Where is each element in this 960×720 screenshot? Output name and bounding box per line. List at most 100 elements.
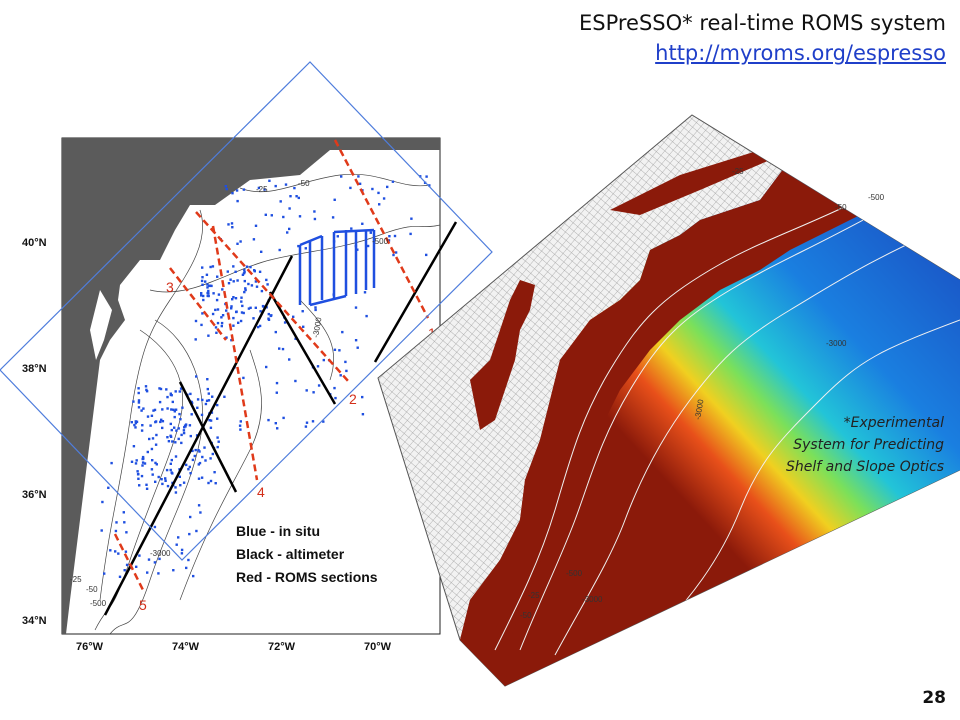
in-situ-point xyxy=(217,440,220,443)
in-situ-point xyxy=(225,336,228,339)
in-situ-point xyxy=(211,395,214,398)
in-situ-point xyxy=(190,413,193,416)
in-situ-point xyxy=(231,298,234,301)
in-situ-point xyxy=(230,222,234,225)
in-situ-point xyxy=(206,294,209,298)
in-situ-point xyxy=(349,186,352,190)
in-situ-point xyxy=(165,388,168,391)
in-situ-point xyxy=(232,265,235,268)
model-domain-frame xyxy=(0,61,493,561)
contour-label: -50 xyxy=(86,585,98,594)
in-situ-point xyxy=(265,365,268,369)
in-situ-point xyxy=(354,306,358,309)
in-situ-point xyxy=(215,298,219,302)
in-situ-point xyxy=(205,273,209,276)
long-island xyxy=(610,150,770,215)
in-situ-point xyxy=(158,387,161,390)
in-situ-point xyxy=(223,395,226,398)
in-situ-point xyxy=(312,391,315,394)
in-situ-point xyxy=(224,185,227,188)
in-situ-point xyxy=(207,399,211,402)
in-situ-point xyxy=(209,265,212,269)
in-situ-point xyxy=(378,203,381,206)
in-situ-point xyxy=(284,183,288,186)
in-situ-point xyxy=(254,280,258,283)
in-situ-point xyxy=(292,315,295,318)
in-situ-point xyxy=(288,358,291,361)
in-situ-point xyxy=(204,402,208,406)
in-situ-point xyxy=(206,286,209,289)
in-situ-point xyxy=(371,187,374,191)
in-situ-point xyxy=(235,189,239,192)
in-situ-point xyxy=(195,434,199,437)
in-situ-point xyxy=(339,374,342,377)
in-situ-point xyxy=(201,398,204,402)
in-situ-point xyxy=(124,550,128,553)
in-situ-point xyxy=(147,558,151,561)
coast-contour-inner xyxy=(99,209,204,601)
in-situ-point xyxy=(428,184,431,187)
in-situ-point xyxy=(141,461,145,464)
in-situ-point xyxy=(242,188,246,191)
in-situ-point xyxy=(236,279,239,282)
in-situ-point xyxy=(207,481,210,485)
in-situ-point xyxy=(155,463,158,466)
in-situ-point xyxy=(170,428,173,432)
in-situ-point xyxy=(189,392,192,396)
in-situ-point xyxy=(288,207,291,210)
in-situ-point xyxy=(183,426,186,429)
in-situ-point xyxy=(115,521,118,524)
in-situ-point xyxy=(216,436,219,439)
in-situ-point xyxy=(189,434,192,438)
in-situ-point xyxy=(144,385,148,388)
in-situ-point xyxy=(270,214,273,217)
in-situ-point xyxy=(188,424,192,427)
in-situ-point xyxy=(169,462,172,465)
in-situ-point xyxy=(118,575,122,578)
in-situ-point xyxy=(174,491,178,494)
in-situ-point xyxy=(333,386,336,390)
contour-lines-right xyxy=(494,189,960,656)
in-situ-point xyxy=(107,486,110,489)
in-situ-point xyxy=(243,279,246,283)
in-situ-point xyxy=(221,314,225,317)
in-situ-point xyxy=(257,186,261,190)
in-situ-point xyxy=(216,403,219,407)
in-situ-point xyxy=(213,471,216,474)
in-situ-point xyxy=(267,318,271,321)
in-situ-point xyxy=(281,347,285,351)
in-situ-point xyxy=(167,440,171,443)
in-situ-point xyxy=(241,304,244,308)
in-situ-point xyxy=(140,474,144,478)
in-situ-point xyxy=(171,440,174,443)
in-situ-point xyxy=(135,459,138,462)
in-situ-point xyxy=(249,306,252,309)
in-situ-point xyxy=(180,441,183,445)
in-situ-point xyxy=(206,291,209,295)
in-situ-point xyxy=(151,459,154,462)
in-situ-point xyxy=(226,270,229,273)
in-situ-point xyxy=(148,437,151,441)
in-situ-point xyxy=(239,240,242,243)
in-situ-point xyxy=(425,175,428,178)
in-situ-point xyxy=(340,175,343,178)
in-situ-point xyxy=(178,412,181,416)
in-situ-point xyxy=(153,408,157,412)
in-situ-point xyxy=(161,482,164,486)
in-situ-point xyxy=(204,459,207,462)
in-situ-point xyxy=(145,388,148,392)
in-situ-point xyxy=(274,330,277,334)
contour-label: -50 xyxy=(835,203,847,212)
in-situ-point xyxy=(211,452,214,456)
in-situ-point xyxy=(268,179,271,182)
in-situ-point xyxy=(125,531,128,534)
in-situ-point xyxy=(232,280,235,283)
espresso-link[interactable]: http://myroms.org/espresso xyxy=(655,41,946,65)
contour-label: -500 xyxy=(868,193,885,202)
in-situ-point xyxy=(122,511,125,514)
in-situ-point xyxy=(238,424,242,427)
in-situ-point xyxy=(173,410,176,413)
in-situ-point xyxy=(225,309,228,312)
in-situ-point xyxy=(166,484,170,488)
in-situ-point xyxy=(177,437,180,441)
